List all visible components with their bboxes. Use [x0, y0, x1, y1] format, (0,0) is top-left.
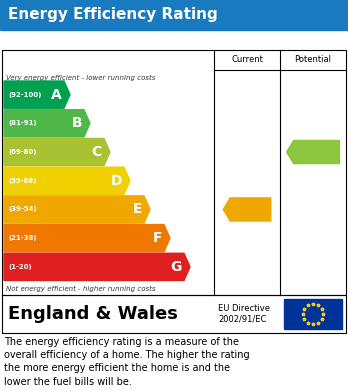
- Polygon shape: [287, 140, 339, 163]
- Text: Very energy efficient - lower running costs: Very energy efficient - lower running co…: [6, 75, 155, 81]
- Text: (39-54): (39-54): [8, 206, 37, 212]
- Text: D: D: [111, 174, 122, 188]
- Text: E: E: [133, 203, 142, 217]
- Polygon shape: [4, 81, 70, 108]
- Text: EU Directive
2002/91/EC: EU Directive 2002/91/EC: [218, 304, 270, 324]
- Text: B: B: [71, 116, 82, 130]
- Text: England & Wales: England & Wales: [8, 305, 178, 323]
- Bar: [0, 0, 348, 30]
- Text: F: F: [152, 231, 162, 245]
- Polygon shape: [4, 253, 190, 280]
- Bar: [2, 295, 346, 333]
- Text: C: C: [92, 145, 102, 159]
- Bar: [284, 299, 342, 329]
- Polygon shape: [4, 110, 90, 137]
- Text: (55-68): (55-68): [8, 178, 36, 184]
- Polygon shape: [4, 196, 150, 223]
- Text: (69-80): (69-80): [8, 149, 37, 155]
- Text: (81-91): (81-91): [8, 120, 37, 126]
- Text: G: G: [171, 260, 182, 274]
- Text: (92-100): (92-100): [8, 91, 41, 98]
- Polygon shape: [4, 224, 170, 252]
- Text: (1-20): (1-20): [8, 264, 32, 270]
- Text: A: A: [51, 88, 62, 102]
- Text: 53: 53: [241, 203, 261, 217]
- Text: 75: 75: [307, 145, 327, 159]
- Polygon shape: [223, 198, 271, 221]
- Text: The energy efficiency rating is a measure of the
overall efficiency of a home. T: The energy efficiency rating is a measur…: [4, 337, 250, 387]
- Text: Not energy efficient - higher running costs: Not energy efficient - higher running co…: [6, 286, 156, 292]
- Text: Current: Current: [231, 56, 263, 65]
- Text: (21-38): (21-38): [8, 235, 37, 241]
- Text: Potential: Potential: [294, 56, 332, 65]
- Polygon shape: [4, 138, 110, 166]
- Bar: [2, 50, 346, 295]
- Text: Energy Efficiency Rating: Energy Efficiency Rating: [8, 7, 218, 23]
- Polygon shape: [4, 167, 130, 194]
